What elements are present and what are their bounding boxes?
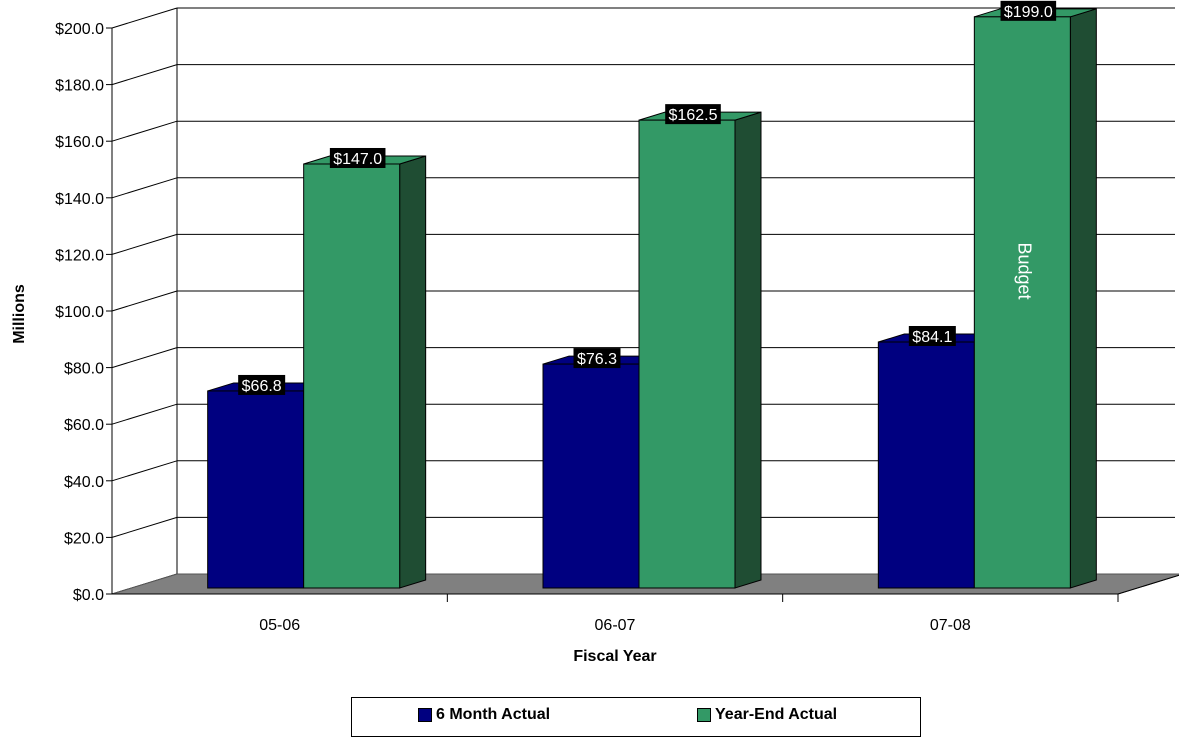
data-label-bg bbox=[1000, 0, 1057, 21]
bar-side bbox=[399, 155, 427, 589]
y-tick-label: $160.0 bbox=[55, 134, 104, 151]
legend-label: 6 Month Actual bbox=[436, 706, 551, 723]
y-tick-label: $60.0 bbox=[64, 417, 104, 434]
gridline-depth bbox=[111, 120, 178, 142]
y-tick-label: $100.0 bbox=[55, 304, 104, 321]
x-tick-label: 06-07 bbox=[595, 617, 636, 634]
bar bbox=[207, 390, 305, 589]
bar bbox=[877, 341, 975, 589]
legend: 6 Month Actual Year-End Actual bbox=[351, 697, 921, 737]
y-tick-label: $0.0 bbox=[73, 587, 104, 604]
bar bbox=[303, 163, 401, 589]
axes: $0.0 $20.0 $40.0 $60.0 $80.0 $100.0 $120.0 $140… bbox=[55, 21, 1179, 634]
data-label: $199.0 bbox=[1004, 4, 1053, 21]
y-tick-label: $180.0 bbox=[55, 78, 104, 95]
y-axis-title: Millions bbox=[11, 284, 28, 344]
legend-swatch bbox=[697, 708, 711, 722]
x-tick-label: 05-06 bbox=[259, 617, 300, 634]
legend-item-series-1: 6 Month Actual bbox=[418, 706, 550, 724]
gridline-depth bbox=[111, 290, 178, 312]
data-label-bg bbox=[329, 147, 386, 168]
y-tick-label: $140.0 bbox=[55, 191, 104, 208]
gridline-depth bbox=[111, 177, 178, 199]
legend-swatch bbox=[418, 708, 432, 722]
bar bbox=[638, 119, 736, 589]
gridline-depth bbox=[111, 347, 178, 369]
data-labels: $66.8 $147.0 $76.3 $162.5 $84.1 $199.0 Budget bbox=[238, 0, 1057, 395]
budget-annotation: Budget bbox=[1014, 242, 1034, 299]
data-label: $162.5 bbox=[669, 107, 718, 124]
gridline-depth bbox=[111, 403, 178, 425]
y-tick-label: $120.0 bbox=[55, 247, 104, 264]
bar-side bbox=[734, 111, 762, 589]
data-label: $147.0 bbox=[333, 151, 382, 168]
bar-side bbox=[1069, 8, 1097, 589]
gridline-depth bbox=[111, 64, 178, 86]
data-label: $84.1 bbox=[912, 329, 952, 346]
data-label-bg bbox=[665, 104, 721, 125]
y-tick-label: $80.0 bbox=[64, 361, 104, 378]
x-axis-title: Fiscal Year bbox=[573, 648, 656, 665]
data-label-bg bbox=[238, 374, 286, 395]
y-tick-label: $40.0 bbox=[64, 474, 104, 491]
gridline-depth bbox=[111, 516, 178, 538]
data-label-bg bbox=[908, 325, 956, 346]
floor-edge bbox=[1117, 574, 1179, 595]
gridline-depth bbox=[111, 460, 178, 482]
bar bbox=[542, 363, 640, 589]
y-tick-label: $200.0 bbox=[55, 21, 104, 38]
data-label: $76.3 bbox=[577, 351, 617, 368]
x-tick-label: 07-08 bbox=[930, 617, 971, 634]
legend-item-series-2: Year-End Actual bbox=[697, 706, 837, 724]
gridline-depth bbox=[111, 7, 178, 29]
y-tick-label: $20.0 bbox=[64, 530, 104, 547]
data-label: $66.8 bbox=[242, 378, 282, 395]
data-label-bg bbox=[573, 348, 621, 369]
gridline-depth bbox=[111, 233, 178, 255]
legend-label: Year-End Actual bbox=[715, 706, 838, 723]
bars bbox=[207, 8, 1097, 589]
bar bbox=[973, 16, 1071, 589]
